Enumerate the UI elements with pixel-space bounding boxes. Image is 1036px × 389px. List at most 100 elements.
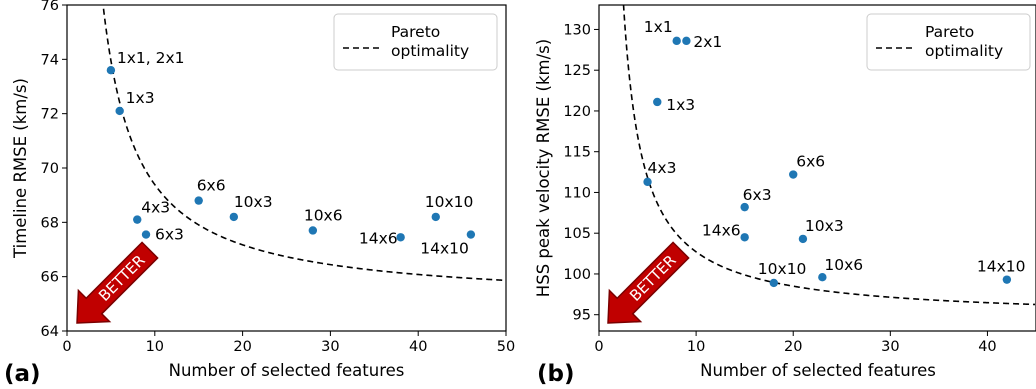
data-point (643, 177, 652, 187)
x-tick-label: 50 (497, 339, 515, 355)
data-point-label: 14x10 (977, 258, 1026, 276)
x-tick-label: 40 (409, 339, 427, 355)
better-arrow-a: BETTER (76, 241, 159, 324)
data-point (115, 106, 124, 116)
points-a (106, 66, 476, 242)
y-ticks-a: 64 66 68 70 72 74 76 (41, 0, 67, 340)
point-labels-a: 1x1, 2x1 1x3 4x3 6x3 6x6 10x3 10x6 14x6 10x10 14x… (117, 49, 473, 257)
y-tick-label: 74 (41, 52, 59, 68)
x-tick-label: 40 (978, 339, 996, 355)
legend-label-a: Pareto optimality (391, 23, 469, 60)
data-point (653, 97, 662, 107)
y-ticks-b: 95 100 105 110 115 120 125 130 (563, 22, 599, 324)
chart-panel-a: (a) Number of selected features Timeline… (4, 0, 515, 387)
x-tick-label: 10 (687, 339, 705, 355)
data-point (194, 196, 203, 205)
better-arrow-shape (607, 241, 690, 324)
x-tick-label: 20 (233, 339, 251, 355)
data-point-label: 14x10 (420, 240, 469, 258)
y-tick-label: 76 (41, 0, 59, 14)
y-tick-label: 115 (563, 145, 591, 161)
data-point-label: 4x3 (141, 199, 170, 217)
y-tick-label: 70 (41, 161, 59, 177)
data-point (133, 215, 142, 224)
y-tick-label: 105 (563, 226, 591, 242)
plot-frame-b (598, 4, 1036, 332)
data-point (740, 202, 749, 212)
y-axis-label-b: HSS peak velocity RMSE (km/s) (534, 39, 553, 297)
legend-a: Pareto optimality (333, 13, 498, 71)
y-tick-label: 110 (563, 185, 591, 201)
pareto-curve-b (622, 5, 1036, 306)
data-point-label: 1x3 (126, 89, 155, 107)
x-tick-label: 10 (146, 339, 164, 355)
panel-label-b: (b) (537, 361, 575, 387)
data-point-label: 6x6 (796, 153, 825, 171)
x-ticks-a: 0 10 20 30 40 50 (62, 331, 515, 355)
x-tick-label: 30 (881, 339, 899, 355)
data-point (769, 278, 778, 288)
data-point-label: 6x3 (155, 226, 184, 244)
data-point-label: 10x10 (425, 193, 474, 211)
x-tick-label: 0 (594, 339, 603, 355)
data-point-label: 1x3 (666, 96, 695, 114)
legend-b: Pareto optimality (866, 13, 1031, 71)
y-tick-label: 95 (573, 308, 591, 324)
y-tick-label: 72 (41, 107, 59, 123)
x-tick-label: 30 (321, 339, 339, 355)
better-arrow-shape (76, 241, 159, 324)
data-point (229, 212, 239, 222)
y-tick-label: 64 (41, 324, 59, 340)
plot-frame-a (66, 4, 507, 332)
data-point (106, 66, 116, 75)
data-point-label: 2x1 (693, 33, 722, 51)
data-point (682, 36, 691, 46)
data-point-label: 4x3 (648, 159, 677, 177)
data-point-label: 10x3 (234, 193, 273, 211)
legend-box-a (333, 13, 498, 71)
x-axis-label-a: Number of selected features (169, 361, 405, 380)
data-point-label: 6x3 (743, 186, 772, 204)
points-b (643, 36, 1012, 288)
x-tick-label: 0 (62, 339, 71, 355)
data-point-label: 6x6 (197, 177, 226, 195)
y-tick-label: 100 (563, 267, 591, 283)
better-arrow-label: BETTER (95, 251, 149, 305)
data-point (672, 36, 681, 46)
legend-label-b: Pareto optimality (925, 23, 1003, 60)
data-point (396, 233, 405, 242)
data-point (141, 230, 151, 239)
data-point (431, 212, 440, 222)
data-point-label: 1x1 (644, 18, 673, 36)
data-point (466, 230, 476, 239)
data-point-label: 14x6 (702, 221, 741, 239)
data-point (308, 226, 318, 235)
data-point-label: 10x6 (824, 256, 863, 274)
panel-label-a: (a) (4, 361, 41, 387)
data-point-label: 1x1, 2x1 (117, 49, 185, 67)
x-axis-label-b: Number of selected features (700, 361, 936, 380)
data-point (740, 233, 749, 242)
data-point (1002, 275, 1012, 284)
legend-box-b (866, 13, 1031, 71)
better-arrow-label: BETTER (626, 251, 680, 305)
data-point-label: 14x6 (359, 229, 398, 247)
y-tick-label: 66 (41, 270, 59, 286)
x-ticks-b: 0 10 20 30 40 (594, 331, 997, 355)
data-point (789, 170, 798, 179)
data-point-label: 10x10 (758, 260, 807, 278)
x-tick-label: 20 (784, 339, 802, 355)
y-tick-label: 120 (563, 104, 591, 120)
y-tick-label: 130 (563, 22, 591, 38)
data-point (818, 273, 827, 282)
pareto-curve-a (102, 5, 506, 282)
data-point-label: 10x6 (304, 206, 343, 224)
y-tick-label: 68 (41, 215, 59, 231)
data-point-label: 10x3 (805, 217, 844, 235)
chart-panel-b: (b) Number of selected features HSS peak… (534, 4, 1036, 387)
better-arrow-b: BETTER (607, 241, 690, 324)
data-point (798, 234, 808, 244)
y-axis-label-a: Timeline RMSE (km/s) (11, 78, 30, 259)
